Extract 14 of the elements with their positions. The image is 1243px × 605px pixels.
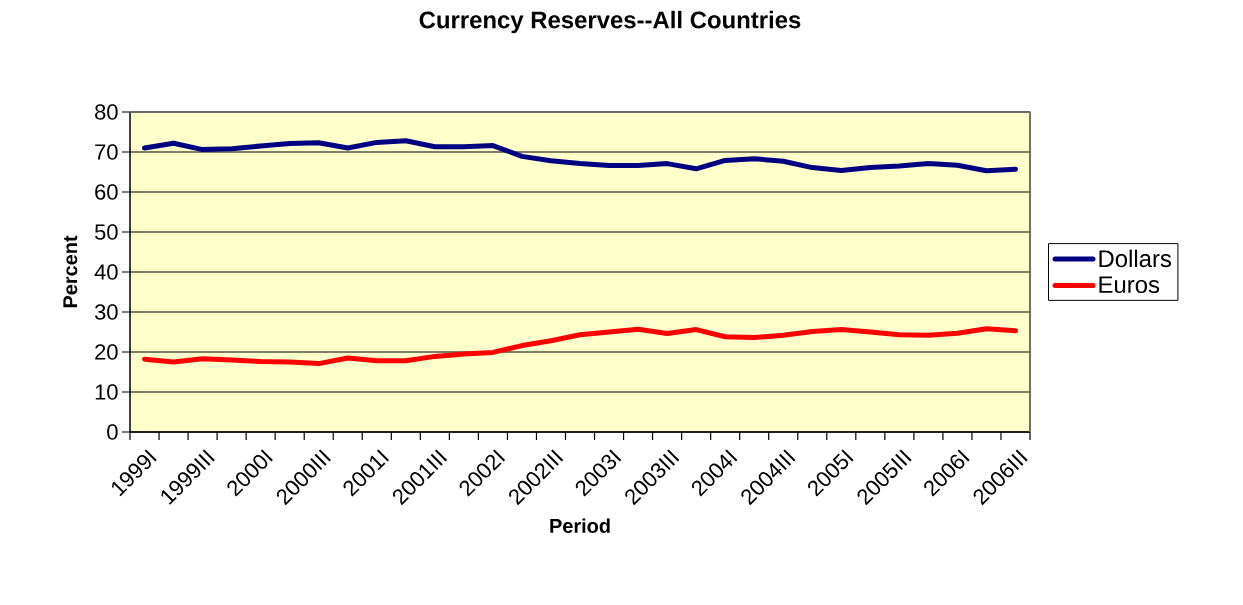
y-tick-label: 20 (95, 344, 118, 360)
legend-label: Dollars (1099, 249, 1172, 268)
y-tick-label: 70 (95, 144, 118, 160)
x-axis-title: Period (550, 518, 610, 533)
y-tick-label: 60 (95, 184, 118, 200)
y-tick-label: 0 (107, 424, 118, 440)
chart-title: Currency Reserves--All Countries (419, 10, 801, 34)
y-tick-label: 80 (95, 104, 118, 120)
y-tick-label: 50 (94, 224, 118, 240)
y-tick-label: 10 (95, 384, 118, 400)
legend-label: Euros (1099, 276, 1160, 294)
y-tick-label: 40 (94, 264, 118, 280)
y-axis-title: Percent (63, 235, 78, 308)
y-tick-label: 30 (94, 304, 118, 320)
